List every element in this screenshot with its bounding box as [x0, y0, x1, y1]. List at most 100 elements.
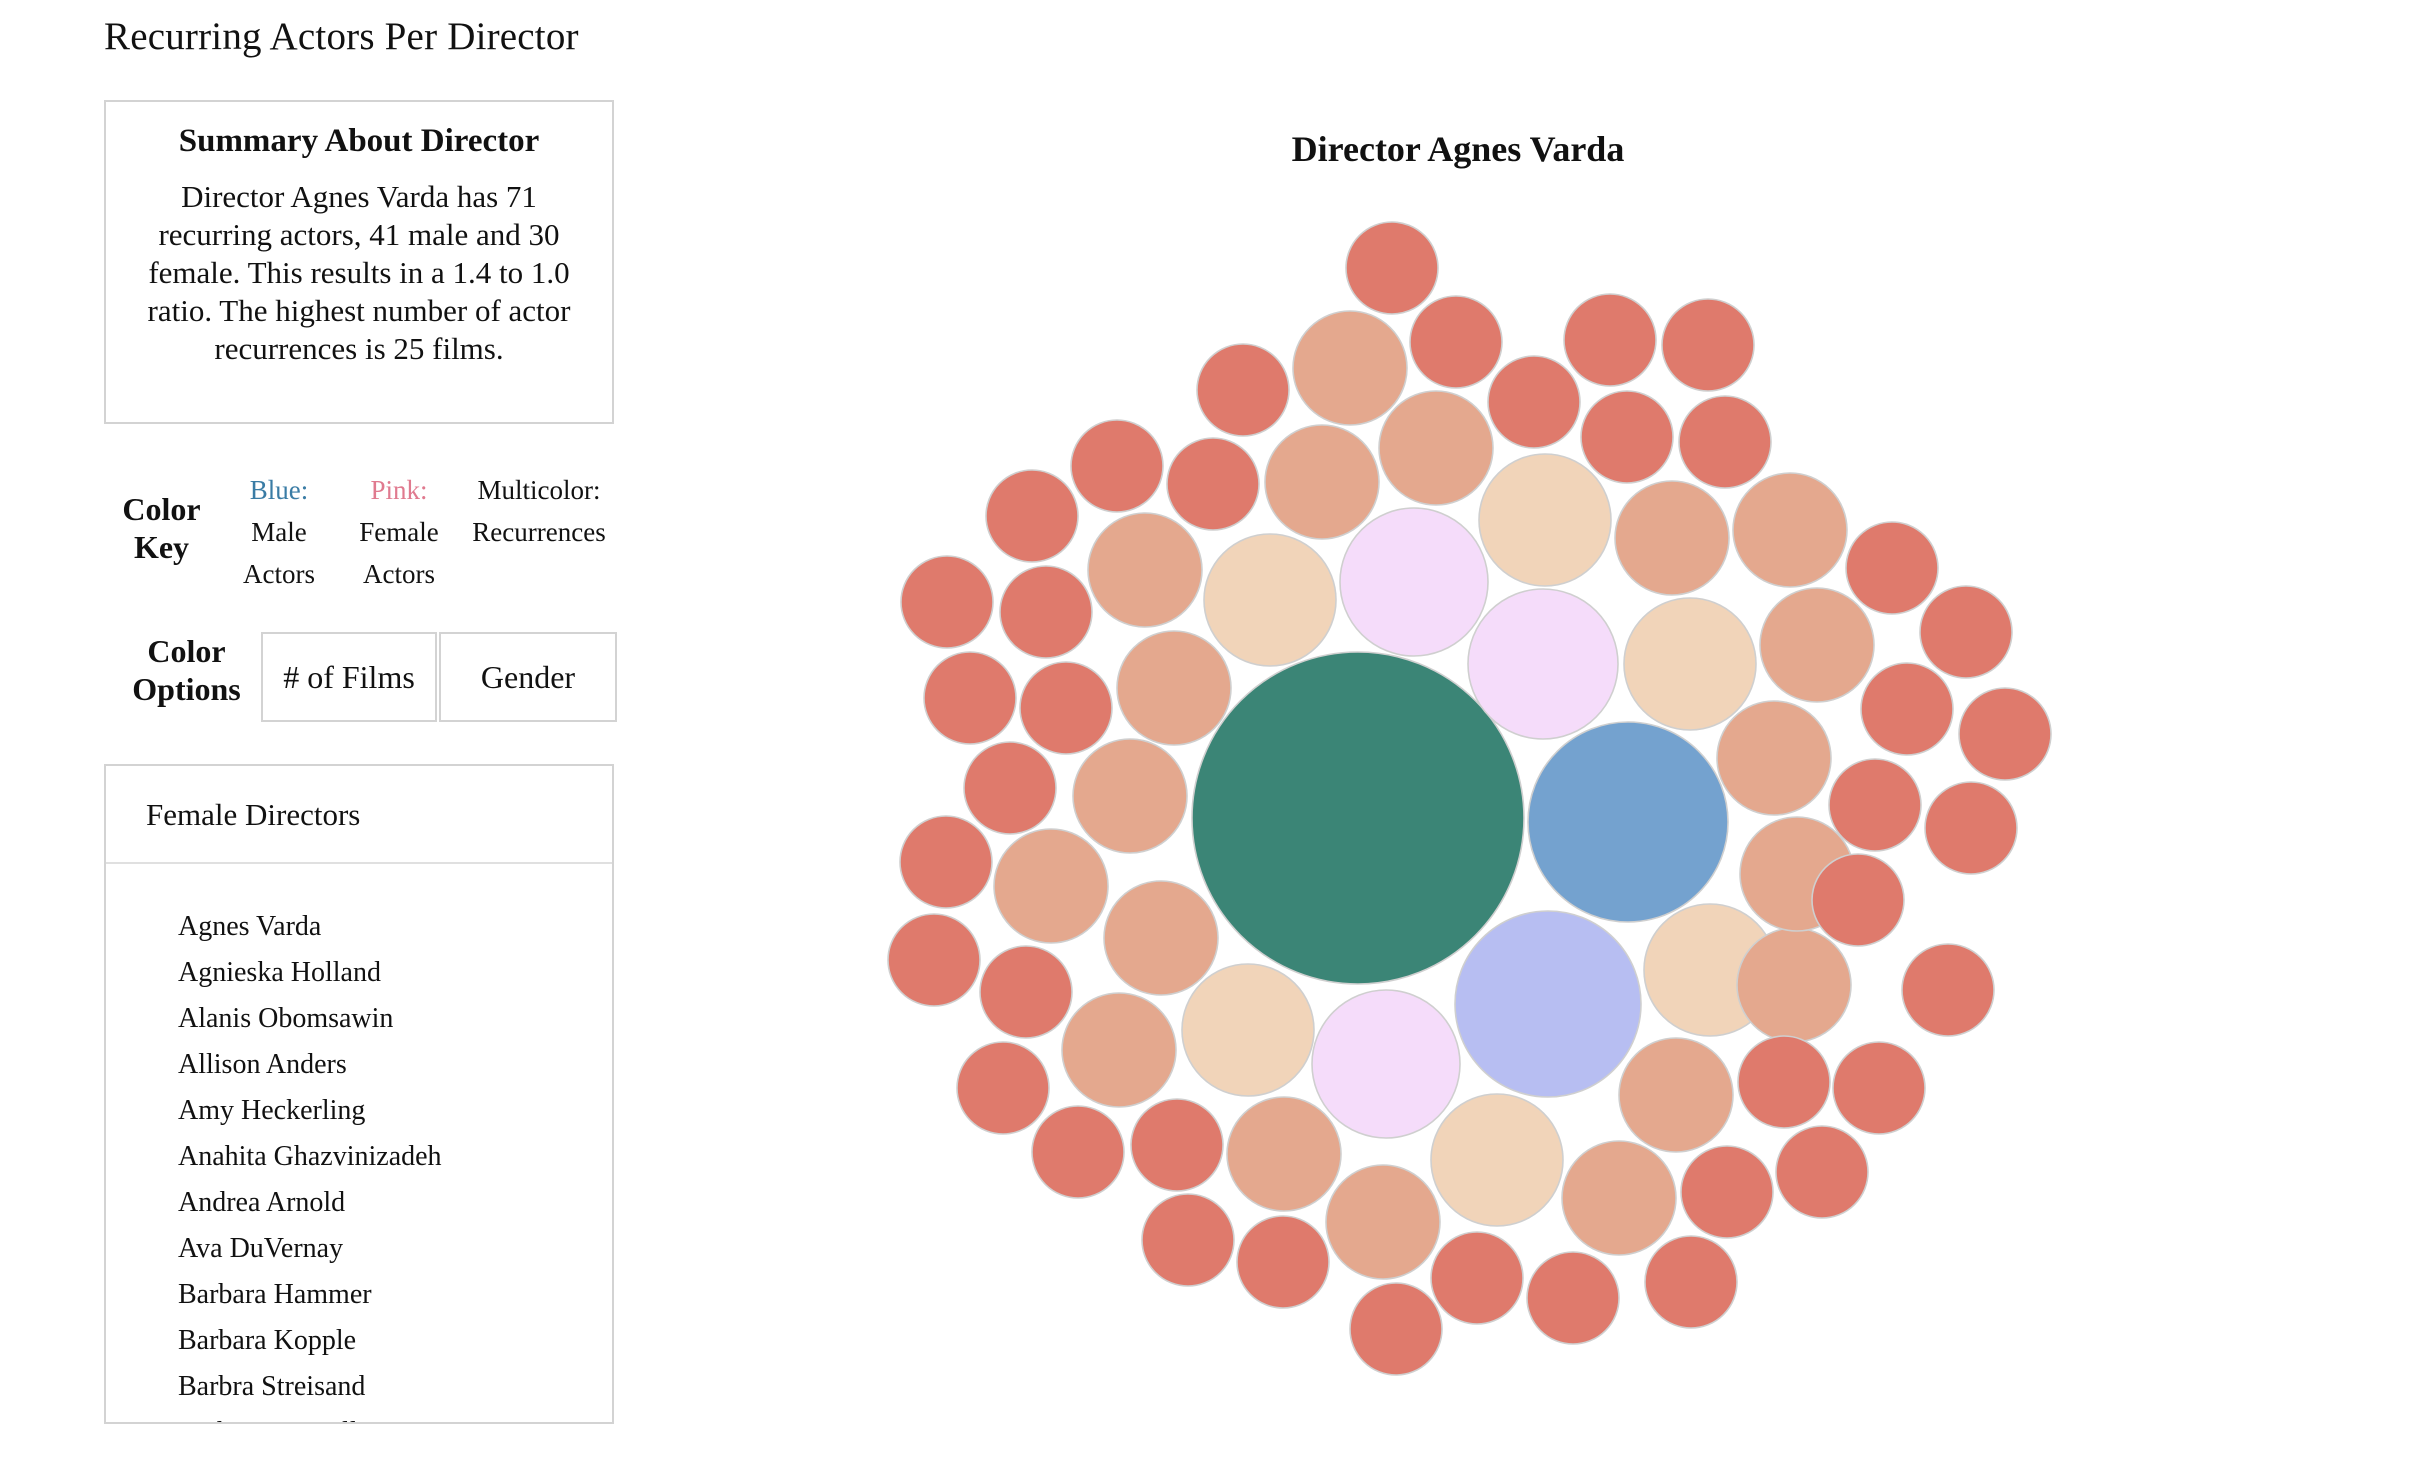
directors-panel[interactable]: Female Directors Agnes Varda Agnieska Ho…	[104, 764, 614, 1424]
actor-bubble[interactable]	[979, 945, 1073, 1039]
actor-bubble[interactable]	[993, 828, 1109, 944]
actor-bubble[interactable]	[1325, 1164, 1441, 1280]
num-films-button[interactable]: # of Films	[261, 632, 437, 722]
actor-bubble[interactable]	[1226, 1096, 1342, 1212]
actor-bubble[interactable]	[1618, 1037, 1734, 1153]
actor-bubble[interactable]	[1737, 1035, 1831, 1129]
actor-bubble[interactable]	[1680, 1145, 1774, 1239]
color-key-label: Color Key	[122, 491, 201, 565]
actor-bubble[interactable]	[1116, 630, 1232, 746]
actor-bubble[interactable]	[1526, 1251, 1620, 1345]
actor-bubble[interactable]	[1141, 1193, 1235, 1287]
actor-bubble[interactable]	[1561, 1140, 1677, 1256]
actor-bubble[interactable]	[1019, 661, 1113, 755]
actor-bubble[interactable]	[1661, 298, 1755, 392]
actor-bubble[interactable]	[1623, 597, 1757, 731]
actor-bubble[interactable]	[1832, 1041, 1926, 1135]
actor-bubble[interactable]	[1828, 758, 1922, 852]
key-multi-title: Multicolor:	[477, 475, 601, 505]
actor-bubble[interactable]	[1736, 927, 1852, 1043]
actor-bubble[interactable]	[1454, 910, 1642, 1098]
actor-bubble[interactable]	[1236, 1215, 1330, 1309]
actor-bubble[interactable]	[985, 469, 1079, 563]
chart-title: Director Agnes Varda	[1291, 129, 1625, 169]
actor-bubble[interactable]	[1759, 587, 1875, 703]
actor-bubble[interactable]	[1292, 310, 1408, 426]
key-female-line1: Female	[359, 517, 439, 547]
key-female-actors: Pink: Female Actors	[344, 469, 454, 595]
actor-bubble[interactable]	[1678, 395, 1772, 489]
actor-bubble[interactable]	[1811, 853, 1905, 947]
actor-bubble[interactable]	[1580, 390, 1674, 484]
actor-bubble[interactable]	[1860, 662, 1954, 756]
actor-bubble[interactable]	[956, 1041, 1050, 1135]
actor-bubble[interactable]	[1378, 390, 1494, 506]
actor-bubble[interactable]	[899, 815, 993, 909]
actor-bubble[interactable]	[1409, 295, 1503, 389]
director-item[interactable]: Andrea Arnold	[178, 1187, 346, 1218]
director-item[interactable]: Barbara Kopple	[178, 1325, 357, 1356]
actor-bubble[interactable]	[1311, 989, 1461, 1139]
key-male-line1: Male	[251, 517, 307, 547]
director-item[interactable]: Anahita Ghazvinizadeh	[178, 1141, 442, 1172]
key-multi-line1: Recurrences	[472, 517, 606, 547]
actor-bubble[interactable]	[1087, 512, 1203, 628]
actor-bubble[interactable]	[1901, 943, 1995, 1037]
actor-bubble[interactable]	[1467, 588, 1619, 740]
director-item[interactable]: Agnes Varda	[178, 911, 322, 942]
actor-bubble[interactable]	[1845, 521, 1939, 615]
actor-bubble[interactable]	[1563, 293, 1657, 387]
actor-bubble[interactable]	[963, 741, 1057, 835]
key-male-actors: Blue: Male Actors	[224, 469, 334, 595]
director-item[interactable]: Ava DuVernay	[178, 1233, 344, 1264]
actor-bubble[interactable]	[1166, 437, 1260, 531]
director-item[interactable]: Agnieska Holland	[178, 957, 381, 988]
actor-bubble[interactable]	[1061, 992, 1177, 1108]
actor-bubble[interactable]	[1919, 585, 2013, 679]
actor-bubble[interactable]	[1527, 721, 1729, 923]
summary-text: Director Agnes Varda has 71 recurring ac…	[147, 179, 571, 366]
color-options-label: Color Options	[132, 633, 241, 707]
director-item[interactable]: Amy Heckerling	[178, 1095, 366, 1126]
actor-bubble[interactable]	[1339, 507, 1489, 657]
key-male-title: Blue:	[249, 475, 309, 505]
director-item[interactable]: Catherine Breillat	[178, 1410, 612, 1422]
gender-button[interactable]: Gender	[439, 632, 617, 722]
actor-bubble[interactable]	[1070, 419, 1164, 513]
actor-bubble[interactable]	[1191, 651, 1525, 985]
actor-bubble[interactable]	[999, 565, 1093, 659]
actor-bubble[interactable]	[1487, 355, 1581, 449]
actor-bubble[interactable]	[1430, 1093, 1564, 1227]
color-options: Color Options # of Films Gender	[104, 630, 624, 726]
color-key: Color Key Blue: Male Actors Pink: Female…	[104, 464, 624, 594]
actor-bubble[interactable]	[1478, 453, 1612, 587]
actor-bubble[interactable]	[1614, 480, 1730, 596]
key-male-line2: Actors	[243, 559, 315, 589]
director-item[interactable]: Barbara Hammer	[178, 1279, 372, 1310]
actor-bubble[interactable]	[1430, 1231, 1524, 1325]
actor-bubble[interactable]	[1345, 221, 1439, 315]
actor-bubble[interactable]	[887, 913, 981, 1007]
actor-bubble[interactable]	[1031, 1105, 1125, 1199]
actor-bubble[interactable]	[1924, 781, 2018, 875]
director-item[interactable]: Allison Anders	[178, 1049, 347, 1080]
actor-bubble[interactable]	[1349, 1282, 1443, 1376]
actor-bubble[interactable]	[923, 651, 1017, 745]
actor-bubble[interactable]	[1130, 1098, 1224, 1192]
director-item[interactable]: Barbra Streisand	[178, 1371, 366, 1402]
director-item[interactable]: Alanis Obomsawin	[178, 1003, 394, 1034]
actor-bubble[interactable]	[1775, 1125, 1869, 1219]
actor-bubble[interactable]	[1103, 880, 1219, 996]
actor-bubble[interactable]	[1072, 738, 1188, 854]
key-female-title: Pink:	[370, 475, 428, 505]
summary-panel: Summary About Director Director Agnes Va…	[104, 100, 614, 424]
actor-bubble[interactable]	[1958, 687, 2052, 781]
actor-bubble[interactable]	[1203, 533, 1337, 667]
actor-bubble[interactable]	[900, 555, 994, 649]
actor-bubble[interactable]	[1732, 472, 1848, 588]
actor-bubble[interactable]	[1196, 343, 1290, 437]
actor-bubble[interactable]	[1181, 963, 1315, 1097]
actor-bubble[interactable]	[1644, 1235, 1738, 1329]
actor-bubble[interactable]	[1716, 700, 1832, 816]
actor-bubble[interactable]	[1264, 424, 1380, 540]
